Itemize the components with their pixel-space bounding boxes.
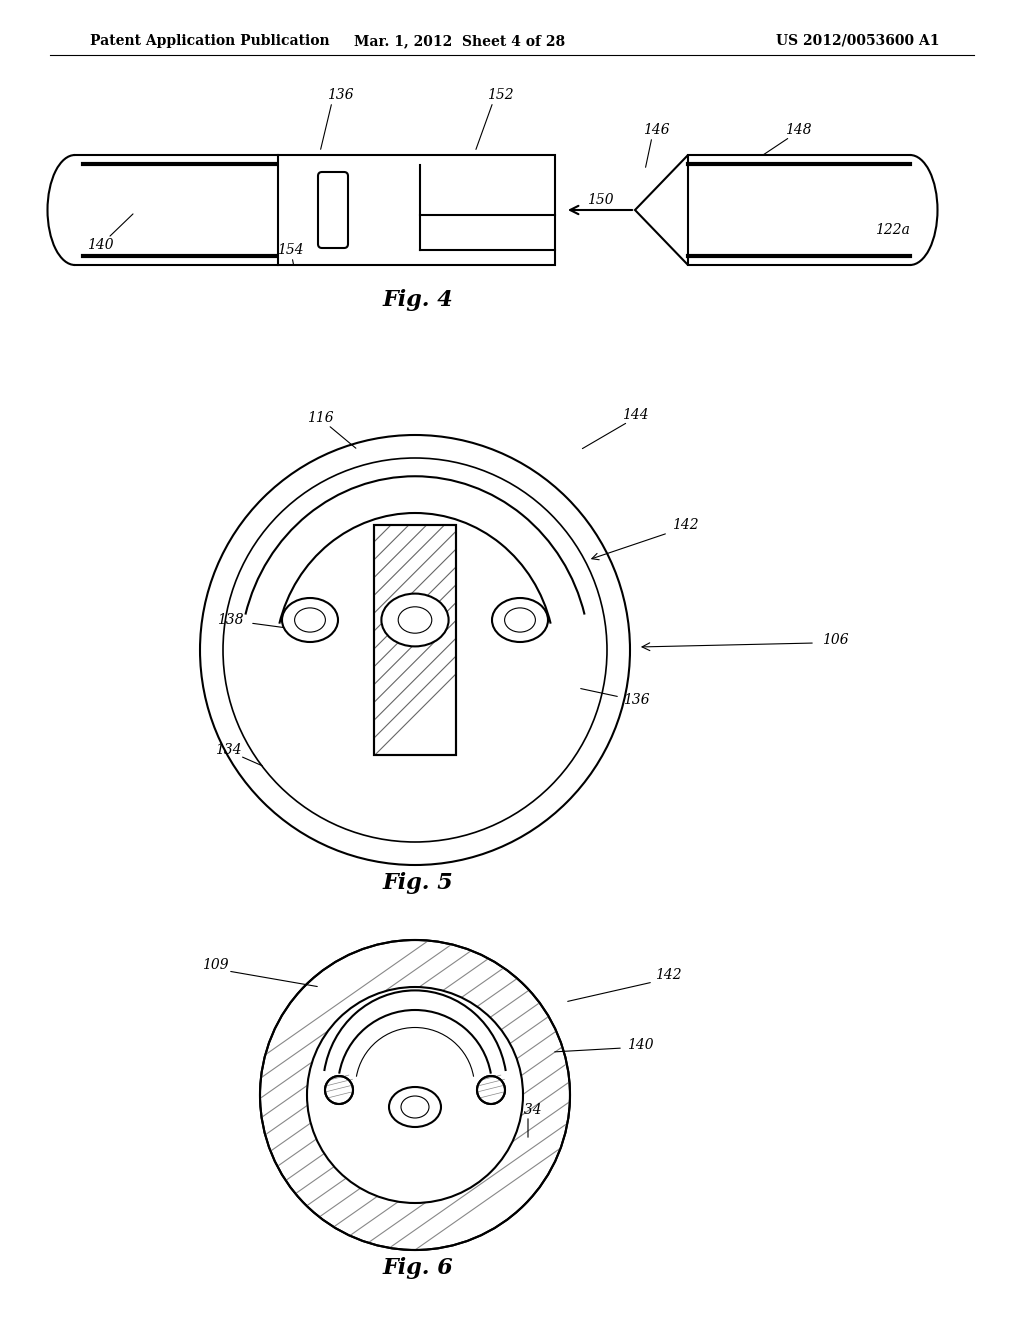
Text: Fig. 5: Fig. 5	[383, 873, 454, 894]
Text: 136: 136	[623, 693, 649, 708]
Ellipse shape	[398, 607, 432, 634]
FancyBboxPatch shape	[318, 172, 348, 248]
Ellipse shape	[401, 1096, 429, 1118]
Text: 142: 142	[672, 517, 698, 532]
Text: 152: 152	[486, 88, 513, 102]
Text: 150: 150	[587, 193, 613, 207]
Text: 122a: 122a	[874, 223, 909, 238]
Text: 140: 140	[627, 1038, 653, 1052]
Text: Patent Application Publication: Patent Application Publication	[90, 34, 330, 48]
Text: 146: 146	[643, 123, 670, 137]
Text: Fig. 4: Fig. 4	[383, 289, 454, 312]
Circle shape	[477, 1076, 505, 1104]
Circle shape	[223, 458, 607, 842]
Ellipse shape	[492, 598, 548, 642]
Circle shape	[307, 987, 523, 1203]
Text: 109: 109	[202, 958, 228, 972]
Text: 144: 144	[622, 408, 648, 422]
Text: 148: 148	[784, 123, 811, 137]
Polygon shape	[635, 154, 688, 265]
Circle shape	[260, 940, 570, 1250]
Ellipse shape	[381, 594, 449, 647]
Ellipse shape	[282, 598, 338, 642]
Text: Mar. 1, 2012  Sheet 4 of 28: Mar. 1, 2012 Sheet 4 of 28	[354, 34, 565, 48]
Circle shape	[200, 436, 630, 865]
Ellipse shape	[505, 609, 536, 632]
Text: Fig. 6: Fig. 6	[383, 1257, 454, 1279]
Text: 106: 106	[821, 634, 848, 647]
Text: 138: 138	[217, 612, 244, 627]
Text: 134: 134	[515, 1104, 542, 1117]
Text: 116: 116	[306, 411, 334, 425]
Text: 142: 142	[654, 968, 681, 982]
Text: 154: 154	[276, 243, 303, 257]
Ellipse shape	[295, 609, 326, 632]
Circle shape	[325, 1076, 353, 1104]
Ellipse shape	[389, 1086, 441, 1127]
Text: 140: 140	[87, 238, 114, 252]
Bar	[374, 525, 456, 755]
Bar	[278, 154, 555, 265]
Text: 134: 134	[215, 743, 242, 756]
Text: 136: 136	[327, 88, 353, 102]
Bar	[374, 525, 456, 755]
Text: US 2012/0053600 A1: US 2012/0053600 A1	[776, 34, 940, 48]
